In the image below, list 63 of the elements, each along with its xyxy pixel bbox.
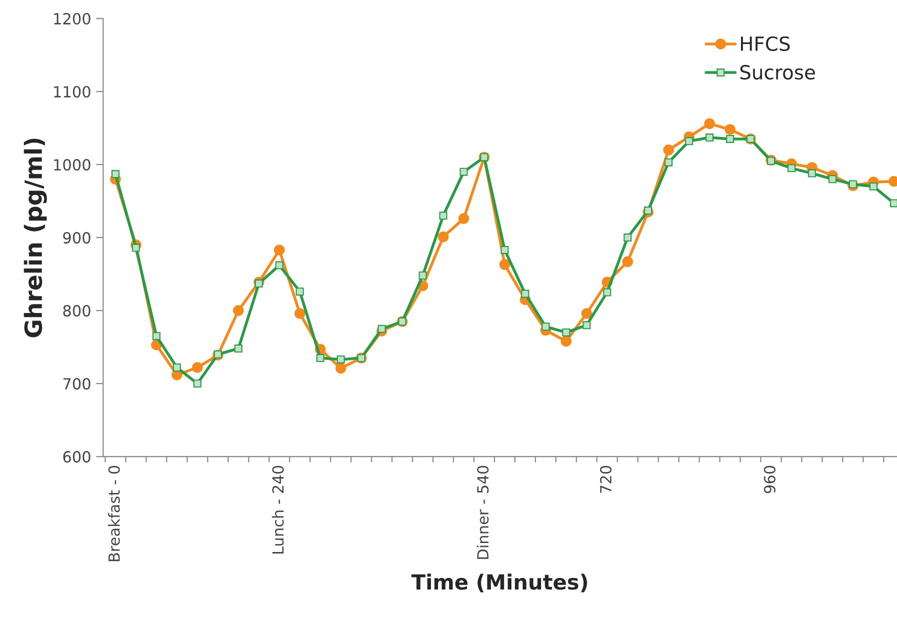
point [296, 288, 304, 296]
point [726, 134, 734, 143]
y-tick-label: 700 [63, 378, 90, 390]
point [172, 364, 181, 372]
point [624, 234, 632, 242]
point [275, 261, 284, 270]
x-tick-label: 960 [764, 466, 776, 494]
point [521, 290, 530, 298]
x-tick-label: 720 [600, 466, 612, 493]
point [193, 380, 202, 388]
point [890, 199, 897, 208]
point [788, 164, 796, 172]
point [603, 288, 612, 296]
point [316, 354, 324, 362]
point [869, 182, 878, 190]
point [460, 168, 468, 176]
point [335, 362, 346, 374]
point [685, 137, 694, 146]
point [438, 231, 449, 242]
point [418, 272, 427, 280]
y-tick-label: 1200 [54, 12, 90, 25]
point [581, 308, 592, 319]
point [111, 170, 120, 178]
y-axis-title: Ghrelin (pg/ml) [24, 138, 47, 338]
point [706, 134, 714, 142]
legend-label: HFCS [740, 36, 790, 52]
x-tick-label: Lunch - 240 [272, 466, 284, 554]
point [828, 175, 836, 184]
point [560, 336, 572, 347]
point [336, 355, 345, 364]
y-tick-label: 800 [63, 305, 90, 317]
point [582, 321, 591, 330]
y-tick-label: 1000 [54, 159, 90, 171]
y-tick-label: 1100 [54, 86, 90, 98]
point [808, 169, 816, 178]
x-axis-title: Time (Minutes) [411, 574, 588, 592]
point [274, 244, 285, 256]
y-tick-label: 900 [63, 232, 90, 244]
point [500, 246, 509, 254]
point [622, 256, 633, 268]
y-tick-label: 600 [63, 451, 90, 463]
point [848, 180, 857, 188]
point [439, 212, 448, 220]
point [254, 280, 263, 288]
point [132, 244, 140, 252]
point [644, 206, 652, 215]
point [663, 144, 674, 156]
point [234, 344, 242, 353]
point [664, 158, 673, 166]
point [499, 259, 510, 270]
point [232, 305, 244, 316]
point [704, 118, 715, 130]
x-tick-label: Dinner - 540 [476, 466, 489, 559]
point [458, 213, 470, 224]
point [152, 332, 160, 340]
x-tick-label: Breakfast - 0 [108, 466, 120, 562]
point [724, 124, 736, 135]
point [562, 328, 570, 336]
point [192, 362, 203, 373]
point [542, 322, 550, 331]
legend-label: Sucrose [740, 64, 815, 80]
point [294, 308, 306, 319]
point [378, 324, 386, 333]
